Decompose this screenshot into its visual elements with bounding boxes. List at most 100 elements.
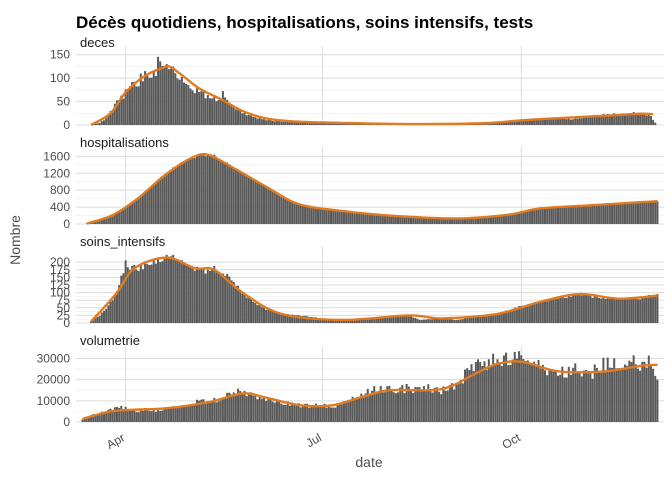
chart-title: Décès quotidiens, hospitalisations, soin… [76,13,533,32]
bar [531,304,534,323]
bar [323,208,326,224]
bar [656,201,659,224]
bar [371,317,374,323]
bar [375,214,378,224]
y-tick-label: 400 [50,200,70,214]
bar [239,391,242,422]
bar [604,204,607,224]
bar [587,372,590,422]
bar [358,398,361,422]
bar [371,390,374,422]
bar [438,391,441,422]
bar [228,102,231,125]
bar [598,205,601,224]
bar [111,110,114,125]
bar [167,171,170,224]
bar [429,217,432,224]
bar [565,377,568,422]
bar [152,70,155,125]
bar [258,304,261,323]
bar [131,265,134,323]
bar [250,299,253,323]
bar [552,371,555,422]
bar [353,319,356,323]
bar [513,120,516,125]
bar [485,369,488,422]
bar [569,296,572,323]
bar [379,386,382,422]
bar [498,215,501,224]
bar [632,355,635,422]
bar [176,78,179,125]
bar [92,414,95,422]
bar [505,214,508,224]
bar [128,269,131,323]
bar [221,398,224,422]
bar [204,98,207,125]
bar [368,318,371,323]
bar [304,204,307,224]
bar [170,407,173,422]
bar [621,114,624,125]
bar [165,173,168,224]
bar [483,315,486,323]
bar [256,182,259,224]
bar [340,123,343,125]
bar [526,120,529,125]
bar [323,122,326,125]
panel-strip-label: soins_intensifs [80,234,166,249]
bar [230,106,233,125]
bar [585,294,588,323]
bar [422,386,425,422]
bar [144,408,147,422]
bar [260,307,263,323]
bar [634,364,637,422]
bar [295,404,298,422]
bar [349,399,352,422]
bar [539,208,542,224]
bar [154,263,157,323]
bar [146,263,149,323]
bar [187,265,190,323]
bar [278,400,281,422]
bar [470,217,473,224]
bar [649,201,652,224]
bar [243,390,246,422]
bar [221,160,224,224]
bar [409,316,412,323]
bar [239,110,242,125]
bar [444,318,447,323]
bar [392,316,395,323]
bar [578,294,581,323]
bar [511,309,514,323]
bar [312,405,315,422]
bar [602,113,605,125]
y-tick-label: 150 [50,48,70,62]
bar [500,312,503,323]
bar [446,218,449,224]
bar [163,409,166,422]
bar [185,160,188,224]
bar [364,318,367,323]
bar [561,206,564,224]
bar [409,389,412,422]
bar [351,319,354,323]
bar [554,118,557,125]
bar [299,407,302,422]
bar [381,215,384,224]
bar [366,213,369,224]
bar [559,118,562,125]
bar [634,203,637,224]
bar [338,319,341,323]
y-tick-label: 1600 [43,149,70,163]
bar [628,360,631,422]
bar [500,365,503,422]
bar [94,318,97,323]
bar [455,218,458,224]
bar [250,177,253,224]
y-tick-label: 50 [57,95,71,109]
bar [200,154,203,224]
bar [211,98,214,125]
bar [81,419,84,422]
bar [217,272,220,323]
